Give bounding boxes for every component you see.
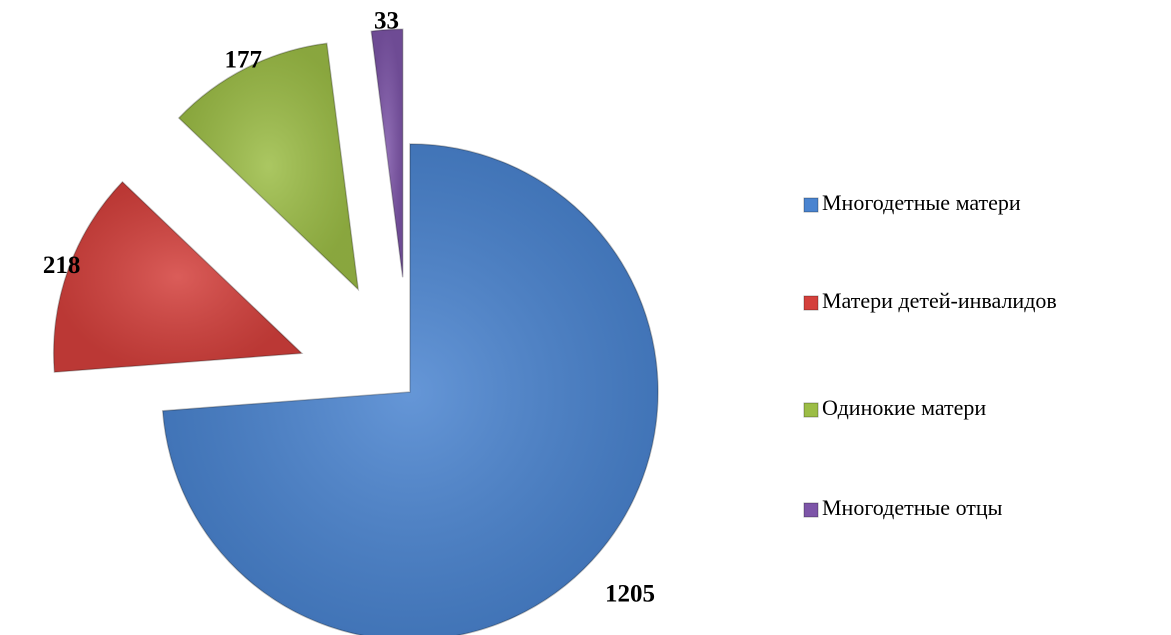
- data-label: 177: [225, 46, 263, 73]
- slice-shade: [53, 181, 302, 373]
- legend-label: Матери детей-инвалидов: [822, 288, 1057, 313]
- legend-swatch: [803, 197, 819, 213]
- legend-label: Многодетные матери: [822, 190, 1021, 215]
- data-label: 1205: [605, 581, 655, 608]
- legend-swatch: [803, 502, 819, 518]
- data-label: 218: [43, 252, 81, 279]
- legend-label: Одинокие матери: [822, 395, 986, 420]
- legend-swatch: [803, 402, 819, 418]
- legend-swatch: [803, 295, 819, 311]
- legend-label: Многодетные отцы: [822, 495, 1003, 520]
- slice-shade: [162, 144, 658, 635]
- slice-shade: [371, 29, 403, 278]
- slice-shade: [178, 43, 359, 290]
- data-label: 33: [374, 7, 399, 34]
